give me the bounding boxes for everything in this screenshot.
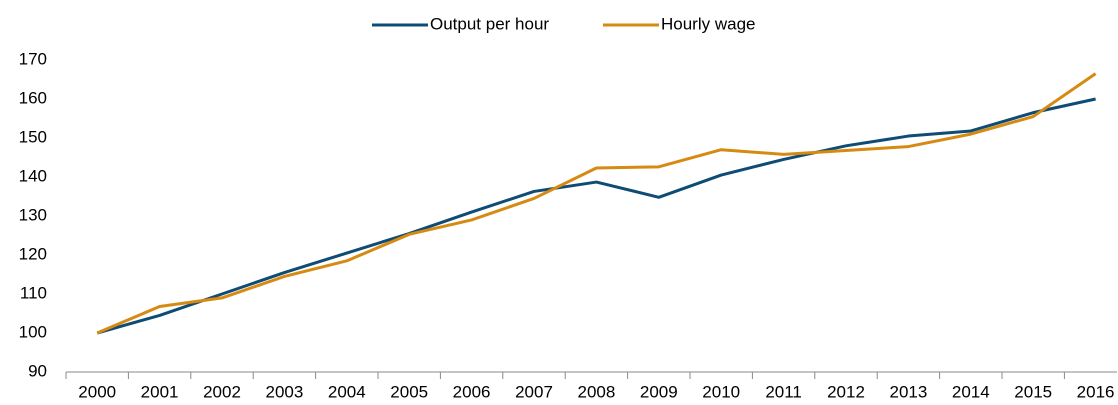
x-tick-label: 2013 — [889, 382, 927, 401]
line — [96, 97, 1096, 335]
x-tick-label: 2002 — [203, 382, 241, 401]
y-tick-label: 170 — [19, 49, 47, 68]
x-tick-label: 2012 — [827, 382, 865, 401]
x-tick-label: 2003 — [265, 382, 303, 401]
x-tick-label: 2004 — [328, 382, 366, 401]
legend-label: Hourly wage — [661, 14, 756, 33]
y-tick-label: 140 — [19, 166, 47, 185]
x-tick-label: 2000 — [78, 382, 116, 401]
x-tick-label: 2006 — [453, 382, 491, 401]
line — [96, 72, 1097, 335]
y-tick-label: 110 — [20, 283, 47, 302]
y-tick-label: 100 — [19, 322, 47, 341]
x-tick-label: 2007 — [515, 382, 553, 401]
y-tick-label: 90 — [28, 361, 47, 380]
x-tick-label: 2010 — [702, 382, 740, 401]
x-tick-label: 2014 — [952, 382, 990, 401]
y-tick-label: 130 — [19, 205, 47, 224]
x-tick-label: 2011 — [765, 382, 802, 401]
y-tick-label: 160 — [19, 88, 47, 107]
x-tick-label: 2009 — [640, 382, 678, 401]
x-tick-label: 2001 — [141, 382, 179, 401]
x-tick-label: 2015 — [1014, 382, 1052, 401]
x-tick-label: 2005 — [390, 382, 428, 401]
y-tick-label: 120 — [19, 244, 47, 263]
legend-label: Output per hour — [430, 14, 549, 33]
x-tick-label: 2016 — [1077, 382, 1115, 401]
y-tick-label: 150 — [19, 127, 47, 146]
x-tick-label: 2008 — [577, 382, 615, 401]
